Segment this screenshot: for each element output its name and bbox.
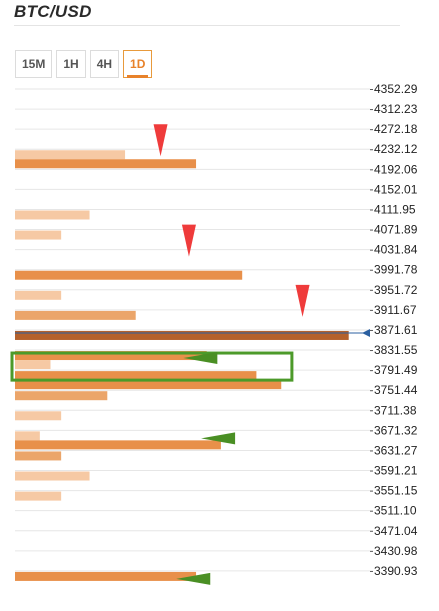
chart-title: BTC/USD [14, 2, 92, 21]
price-level-label: 4272.18 [374, 122, 418, 136]
level-bar [15, 451, 62, 461]
price-level-label: 3430.98 [374, 544, 418, 558]
level-bar [15, 270, 243, 280]
price-level-label: 4232.12 [374, 142, 418, 156]
level-bar [15, 391, 108, 401]
tab-1h[interactable]: 1H [56, 50, 86, 78]
green-left-arrow-icon [183, 352, 218, 365]
tab-4h[interactable]: 4H [89, 50, 120, 78]
price-level-label: 3911.67 [374, 303, 417, 317]
tab-15m[interactable]: 15M [15, 50, 53, 78]
level-bar [15, 310, 136, 320]
price-level-label: 4152.01 [374, 182, 418, 196]
level-bar [15, 360, 51, 370]
title-divider [14, 25, 400, 26]
level-bar [15, 210, 90, 220]
level-bar [15, 159, 197, 169]
level-bar [15, 230, 62, 240]
level-bar [15, 431, 40, 441]
price-level-label: 3471.04 [374, 524, 418, 538]
timeframe-tabs: 15M 1H 4H 1D [15, 50, 156, 78]
price-level-label: 3871.61 [374, 323, 418, 337]
level-bar [15, 440, 221, 450]
current-price-marker [362, 328, 370, 337]
level-bar [15, 351, 207, 361]
level-bar [15, 491, 62, 501]
price-level-label: 4312.23 [374, 102, 418, 116]
level-bar [15, 471, 90, 481]
price-level-label: 3511.10 [374, 504, 417, 518]
green-left-arrow-icon [201, 432, 236, 445]
highlight-box [10, 351, 294, 382]
price-level-label: 3551.15 [374, 484, 418, 498]
red-down-arrow-icon [295, 284, 310, 317]
price-level-label: 3671.32 [374, 423, 418, 437]
price-level-label: 4352.29 [374, 82, 418, 96]
price-level-label: 3631.27 [374, 443, 418, 457]
price-level-label: 3991.78 [374, 263, 418, 277]
price-level-label: 3951.72 [374, 283, 418, 297]
level-bar [15, 150, 126, 160]
price-level-label: 3390.93 [374, 564, 418, 578]
price-level-label: 4192.06 [374, 162, 418, 176]
level-bar [15, 330, 349, 340]
level-bar [15, 411, 62, 421]
level-bar [15, 380, 282, 390]
level-bar [15, 371, 257, 381]
price-level-label: 3751.44 [374, 383, 418, 397]
price-level-label: 4111.95 [374, 202, 416, 216]
price-level-label: 4071.89 [374, 223, 418, 237]
green-left-arrow-icon [176, 572, 211, 585]
price-level-label: 4031.84 [374, 243, 418, 257]
price-level-label: 3791.49 [374, 363, 418, 377]
price-level-label: 3591.21 [374, 464, 418, 478]
level-bar [15, 571, 197, 581]
price-level-label: 3711.38 [374, 403, 417, 417]
level-bar [15, 290, 62, 300]
red-down-arrow-icon [181, 224, 196, 257]
red-down-arrow-icon [153, 124, 168, 157]
price-level-label: 3831.55 [374, 343, 418, 357]
tab-1d[interactable]: 1D [123, 50, 153, 78]
